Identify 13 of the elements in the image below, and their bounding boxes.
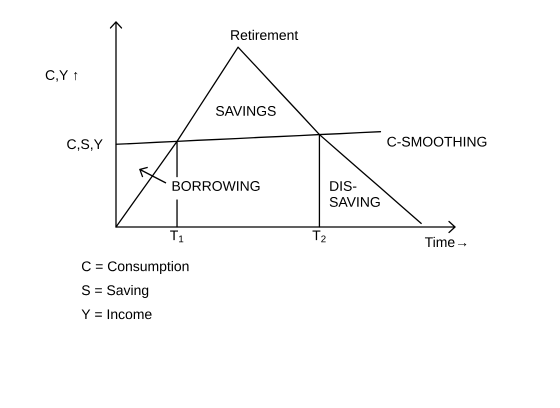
text: C = Consumption (82, 260, 188, 274)
text: C,S,Y (67, 139, 103, 151)
annotation: DIS-SAVING (330, 181, 380, 207)
x-tick-label: T$_{1}$ (170, 230, 184, 242)
annotation: BORROWING (172, 181, 260, 191)
text: S = Saving (82, 284, 148, 298)
annotation: SAVINGS (216, 106, 276, 116)
series-label: C-SMOOTHING (387, 136, 486, 147)
x-axis-title: Time→ (424, 236, 466, 248)
y-axis-title: C,Y ↑ (46, 70, 78, 82)
text: Y = Income (82, 309, 152, 320)
x-tick-label: T$_{2}$ (312, 230, 326, 242)
text: Retirement (231, 30, 298, 40)
